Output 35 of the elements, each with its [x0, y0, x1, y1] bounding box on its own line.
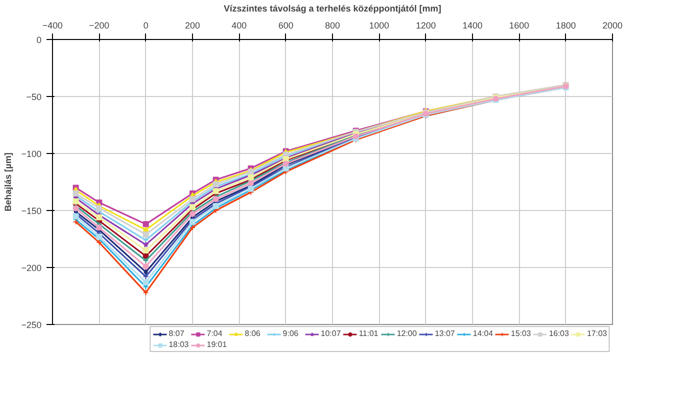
x-tick-label: −400: [42, 20, 63, 30]
legend-label: 10:07: [320, 329, 341, 338]
x-tick-label: 1000: [369, 20, 390, 30]
y-tick-label: −150: [21, 206, 42, 216]
y-tick-label: −100: [21, 149, 42, 159]
legend-label: 8:07: [168, 329, 186, 338]
legend-label: 18:03: [168, 340, 189, 349]
legend-label: 11:01: [358, 329, 379, 338]
legend-label: 13:07: [434, 329, 455, 338]
x-tick-label: 2000: [602, 20, 623, 30]
x-tick-label: −200: [89, 20, 110, 30]
x-tick-label: 1600: [509, 20, 530, 30]
y-tick-label: −50: [26, 92, 42, 102]
x-axis-title: Vízszintes távolság a terhelés középpontjától [mm]: [224, 4, 442, 14]
legend-label: 17:03: [586, 329, 607, 338]
y-tick-label: −250: [21, 320, 42, 330]
legend-label: 15:03: [510, 329, 531, 338]
legend-label: 7:04: [206, 329, 224, 338]
x-tick-label: 400: [232, 20, 247, 30]
x-tick-label: 1400: [462, 20, 483, 30]
legend-label: 9:06: [282, 329, 300, 338]
x-tick-label: 1200: [416, 20, 436, 30]
x-tick-label: 200: [184, 20, 200, 30]
legend-label: 12:00: [396, 329, 417, 338]
y-tick-label: −200: [21, 263, 42, 273]
x-tick-label: 800: [324, 20, 340, 30]
x-tick-label: 0: [143, 20, 148, 30]
legend-label: 8:06: [244, 329, 262, 338]
legend-label: 16:03: [548, 329, 569, 338]
x-tick-label: 1800: [556, 20, 576, 30]
y-axis-title: Behajlás [µm]: [3, 152, 14, 212]
legend-label: 14:04: [472, 329, 493, 338]
legend-label: 19:01: [206, 340, 227, 349]
y-tick-label: 0: [36, 35, 42, 45]
x-tick-label: 600: [278, 20, 294, 30]
